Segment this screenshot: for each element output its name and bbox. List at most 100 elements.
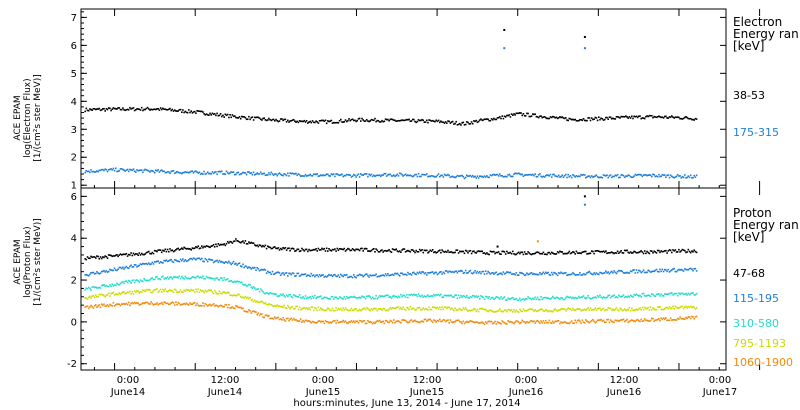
data-point	[480, 250, 482, 253]
data-point	[177, 291, 179, 293]
data-point	[96, 255, 98, 257]
data-point	[282, 246, 284, 249]
data-point	[342, 319, 344, 322]
data-point	[248, 241, 250, 243]
data-point	[417, 321, 420, 323]
data-point	[106, 285, 109, 288]
data-point	[217, 305, 220, 308]
data-point	[448, 270, 450, 273]
data-point	[270, 317, 273, 320]
data-point	[268, 314, 270, 317]
data-point	[201, 110, 203, 113]
data-point	[389, 319, 392, 322]
data-point	[98, 273, 101, 275]
data-point	[221, 277, 223, 279]
data-point	[389, 118, 392, 121]
data-point	[456, 309, 459, 311]
data-point	[115, 293, 117, 295]
data-point	[277, 247, 280, 249]
data-point	[223, 291, 225, 293]
data-point	[656, 270, 659, 273]
data-point	[618, 116, 620, 119]
data-point	[138, 292, 141, 294]
data-point	[177, 247, 179, 250]
data-point	[476, 296, 479, 298]
data-point	[441, 296, 443, 299]
data-point	[100, 303, 103, 305]
data-point	[621, 319, 624, 321]
data-point	[310, 297, 313, 300]
data-point	[98, 169, 101, 172]
data-point	[85, 287, 88, 289]
data-point	[440, 271, 442, 273]
data-point	[148, 108, 150, 110]
data-point	[327, 320, 329, 323]
data-point	[115, 254, 117, 257]
data-point	[122, 291, 124, 293]
data-point	[110, 269, 112, 271]
data-point	[344, 274, 347, 277]
data-point	[371, 248, 374, 251]
data-point	[145, 251, 148, 254]
data-point	[563, 321, 566, 323]
data-point	[457, 270, 460, 272]
data-point	[168, 260, 170, 262]
data-point	[457, 308, 460, 311]
data-point	[343, 247, 346, 250]
data-point	[480, 175, 482, 178]
data-point	[619, 270, 621, 272]
data-point	[156, 260, 158, 263]
data-point	[338, 321, 341, 323]
data-point	[218, 170, 221, 173]
data-point	[276, 317, 278, 319]
data-point	[267, 270, 269, 273]
data-point	[410, 274, 413, 276]
data-point	[152, 290, 155, 292]
data-point	[324, 319, 327, 322]
data-point	[185, 302, 188, 305]
data-point	[464, 296, 467, 299]
data-point	[385, 118, 388, 121]
data-point	[557, 320, 560, 322]
data-point	[171, 170, 174, 172]
data-point	[195, 112, 197, 114]
data-point	[184, 247, 187, 250]
data-point	[631, 270, 633, 273]
x-tick-date-6: June17	[702, 387, 738, 398]
data-point	[693, 268, 695, 270]
data-point	[91, 256, 93, 259]
data-point	[139, 279, 142, 281]
data-point	[287, 247, 289, 250]
data-point	[627, 117, 629, 119]
data-point	[418, 306, 421, 309]
data-point	[429, 175, 432, 178]
data-point	[605, 116, 607, 119]
data-point	[447, 271, 449, 274]
data-point	[371, 322, 374, 325]
data-point	[156, 170, 158, 172]
data-point	[556, 175, 559, 178]
data-point	[258, 314, 261, 317]
data-point	[447, 249, 449, 252]
data-point	[400, 272, 402, 274]
data-point	[226, 240, 229, 243]
data-point	[181, 259, 183, 262]
data-point	[443, 306, 446, 308]
data-point	[523, 310, 526, 312]
data-point	[310, 322, 313, 324]
data-point	[560, 271, 562, 274]
data-point	[464, 249, 467, 252]
data-point	[619, 117, 621, 119]
data-point	[500, 175, 502, 177]
data-point	[395, 295, 397, 298]
data-point	[675, 175, 678, 178]
data-point	[292, 272, 295, 275]
data-point	[688, 267, 691, 270]
data-point	[212, 292, 215, 295]
data-point	[110, 285, 112, 287]
data-point	[204, 246, 207, 248]
data-point	[97, 255, 99, 258]
data-point	[629, 251, 632, 253]
data-point	[173, 304, 176, 306]
data-point	[521, 310, 523, 313]
